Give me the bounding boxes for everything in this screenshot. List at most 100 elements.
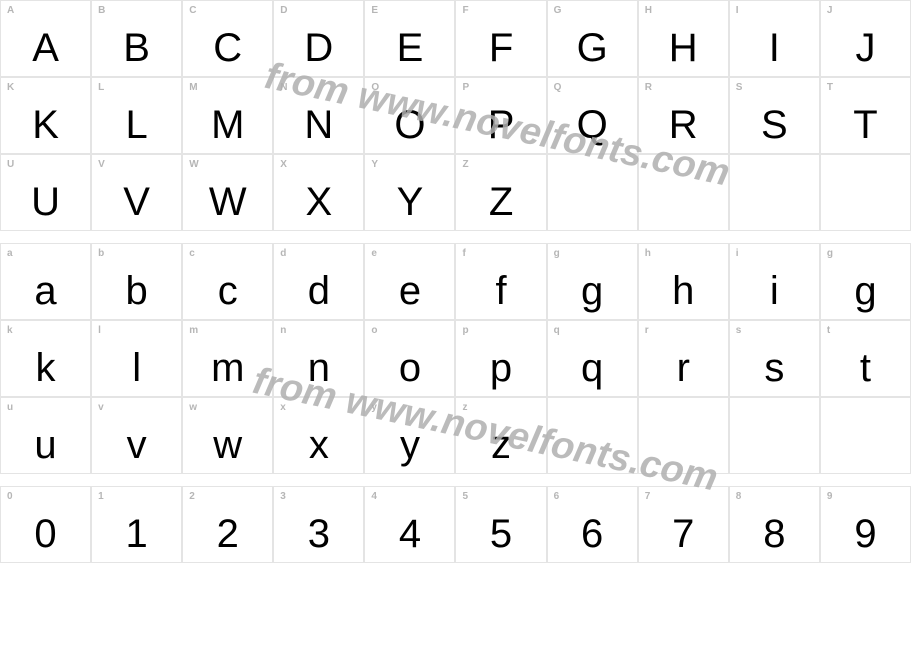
glyph-cell: ww (182, 397, 273, 474)
glyph-cell-label: Y (371, 159, 448, 170)
glyph-row: uuvvwwxxyyzz (0, 397, 911, 474)
glyph-cell: mm (182, 320, 273, 397)
glyph-cell-glyph: W (183, 182, 272, 222)
glyph-cell: QQ (547, 77, 638, 154)
glyph-cell: FF (455, 0, 546, 77)
glyph-cell-glyph: s (730, 348, 819, 388)
glyph-cell: NN (273, 77, 364, 154)
glyph-cell-glyph: B (92, 28, 181, 68)
glyph-cell: OO (364, 77, 455, 154)
glyph-cell-label: 4 (371, 491, 448, 502)
glyph-cell: PP (455, 77, 546, 154)
glyph-cell-label: D (280, 5, 357, 16)
glyph-cell: oo (364, 320, 455, 397)
glyph-cell: EE (364, 0, 455, 77)
glyph-cell: ZZ (455, 154, 546, 231)
glyph-cell-glyph: L (92, 105, 181, 145)
glyph-cell-label: 0 (7, 491, 84, 502)
glyph-cell-label: G (554, 5, 631, 16)
glyph-cell-label: g (827, 248, 904, 259)
glyph-cell-label: 2 (189, 491, 266, 502)
glyph-cell-glyph: c (183, 271, 272, 311)
glyph-cell-label: C (189, 5, 266, 16)
glyph-cell-glyph: 7 (639, 514, 728, 554)
glyph-cell-glyph: v (92, 425, 181, 465)
glyph-cell-glyph: 1 (92, 514, 181, 554)
glyph-cell-label: w (189, 402, 266, 413)
glyph-cell: II (729, 0, 820, 77)
glyph-cell-label: A (7, 5, 84, 16)
glyph-cell: nn (273, 320, 364, 397)
glyph-cell-glyph: u (1, 425, 90, 465)
glyph-cell-label: 1 (98, 491, 175, 502)
glyph-cell-label: X (280, 159, 357, 170)
glyph-cell-label: V (98, 159, 175, 170)
glyph-cell-glyph: T (821, 105, 910, 145)
glyph-row: AABBCCDDEEFFGGHHIIJJ (0, 0, 911, 77)
glyph-cell-label: S (736, 82, 813, 93)
glyph-cell-glyph: n (274, 348, 363, 388)
glyph-cell-label: o (371, 325, 448, 336)
glyph-cell: ll (91, 320, 182, 397)
glyph-cell-label: O (371, 82, 448, 93)
glyph-cell-label: M (189, 82, 266, 93)
glyph-cell-label: i (736, 248, 813, 259)
glyph-cell: GG (547, 0, 638, 77)
glyph-cell-glyph: 0 (1, 514, 90, 554)
glyph-cell: qq (547, 320, 638, 397)
glyph-cell (638, 154, 729, 231)
glyph-cell (547, 154, 638, 231)
glyph-cell-label: T (827, 82, 904, 93)
glyph-cell-label: e (371, 248, 448, 259)
glyph-cell-label: k (7, 325, 84, 336)
glyph-cell-glyph: d (274, 271, 363, 311)
glyph-cell-glyph: h (639, 271, 728, 311)
glyph-cell-label: t (827, 325, 904, 336)
glyph-cell-label: Q (554, 82, 631, 93)
glyph-cell-label: 3 (280, 491, 357, 502)
glyph-cell-label: 5 (462, 491, 539, 502)
glyph-cell-label: B (98, 5, 175, 16)
glyph-cell-glyph: V (92, 182, 181, 222)
glyph-row: KKLLMMNNOOPPQQRRSSTT (0, 77, 911, 154)
glyph-cell: ff (455, 243, 546, 320)
glyph-cell-label: E (371, 5, 448, 16)
glyph-cell-label: d (280, 248, 357, 259)
glyph-cell-label: U (7, 159, 84, 170)
glyph-cell-glyph: x (274, 425, 363, 465)
glyph-cell-glyph: o (365, 348, 454, 388)
glyph-cell: BB (91, 0, 182, 77)
glyph-cell-glyph: 9 (821, 514, 910, 554)
glyph-cell-label: l (98, 325, 175, 336)
glyph-cell-glyph: y (365, 425, 454, 465)
glyph-cell-glyph: 5 (456, 514, 545, 554)
glyph-cell: ee (364, 243, 455, 320)
glyph-cell: 55 (455, 486, 546, 563)
glyph-cell: ss (729, 320, 820, 397)
glyph-cell: CC (182, 0, 273, 77)
glyph-cell-glyph: P (456, 105, 545, 145)
glyph-cell-label: 8 (736, 491, 813, 502)
glyph-cell-label: Z (462, 159, 539, 170)
glyph-cell-label: J (827, 5, 904, 16)
glyph-cell-glyph: Z (456, 182, 545, 222)
glyph-cell: 88 (729, 486, 820, 563)
glyph-cell: uu (0, 397, 91, 474)
glyph-cell: 22 (182, 486, 273, 563)
glyph-cell: 33 (273, 486, 364, 563)
glyph-row: UUVVWWXXYYZZ (0, 154, 911, 231)
glyph-cell-glyph: q (548, 348, 637, 388)
glyph-cell: xx (273, 397, 364, 474)
glyph-cell: TT (820, 77, 911, 154)
glyph-cell: cc (182, 243, 273, 320)
glyph-cell: gg (547, 243, 638, 320)
glyph-cell: bb (91, 243, 182, 320)
glyph-cell-glyph: N (274, 105, 363, 145)
glyph-cell: LL (91, 77, 182, 154)
glyph-cell-label: K (7, 82, 84, 93)
glyph-cell-label: f (462, 248, 539, 259)
glyph-cell: kk (0, 320, 91, 397)
glyph-cell-label: q (554, 325, 631, 336)
glyph-row: kkllmmnnooppqqrrsstt (0, 320, 911, 397)
glyph-row: aabbccddeeffgghhiigg (0, 243, 911, 320)
